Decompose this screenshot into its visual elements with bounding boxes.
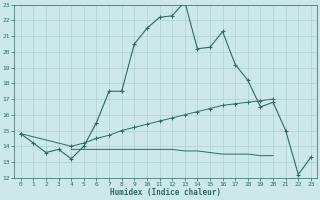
X-axis label: Humidex (Indice chaleur): Humidex (Indice chaleur) [110,188,221,197]
